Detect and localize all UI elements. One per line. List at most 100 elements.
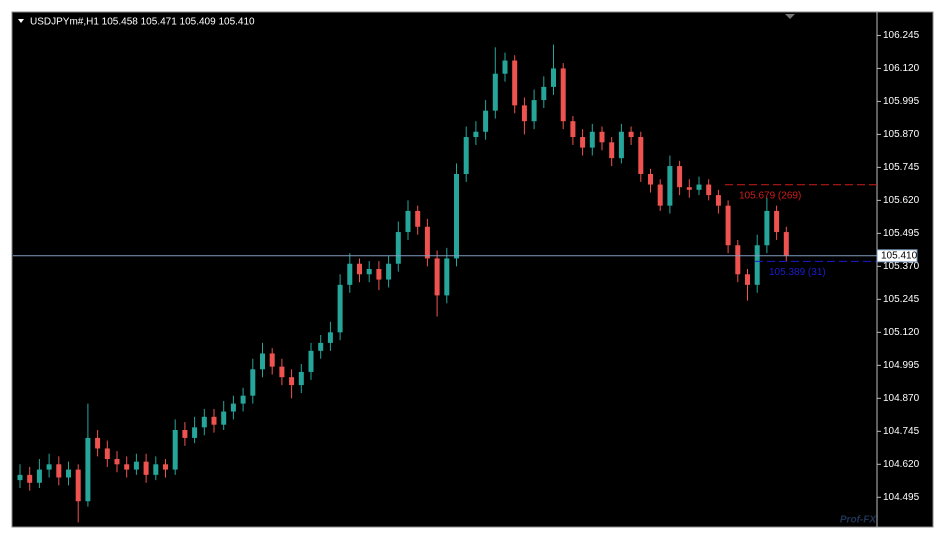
- candle-body: [172, 429, 178, 470]
- candle-body: [609, 142, 615, 159]
- candle-body: [483, 110, 489, 132]
- candle-body: [589, 131, 595, 148]
- y-tick-label: 104.995: [883, 360, 920, 371]
- candle-body: [182, 429, 188, 438]
- y-tick-label: 105.370: [883, 261, 920, 272]
- level-label: 105.389 (31): [769, 267, 826, 278]
- candle-body: [745, 274, 750, 285]
- candle-body: [783, 232, 789, 256]
- candle-body: [46, 464, 52, 470]
- candle-body: [463, 137, 469, 174]
- candle-body: [211, 416, 217, 425]
- y-tick-label: 105.620: [883, 195, 920, 206]
- y-tick-label: 104.870: [883, 393, 920, 404]
- menu-arrow[interactable]: [18, 19, 24, 23]
- candle-body: [357, 263, 362, 275]
- candle-body: [337, 284, 343, 333]
- candle-body: [696, 184, 702, 190]
- candle-body: [366, 269, 372, 275]
- candle-body: [628, 131, 634, 138]
- candle-body: [260, 353, 265, 370]
- candle-body: [667, 166, 673, 206]
- candle-body: [415, 210, 421, 227]
- candle-body: [774, 210, 780, 233]
- candle-body: [541, 86, 547, 101]
- y-tick-label: 104.495: [883, 492, 920, 503]
- y-tick-label: 104.620: [883, 459, 920, 470]
- candle-body: [143, 461, 149, 475]
- candle-body: [27, 474, 33, 483]
- candle-body: [444, 258, 450, 296]
- candle-body: [75, 469, 81, 502]
- candle-body: [327, 332, 333, 343]
- candle-body: [192, 427, 198, 438]
- candle-body: [715, 195, 721, 206]
- candle-body: [279, 366, 285, 378]
- candle-body: [221, 411, 227, 425]
- candle-body: [66, 469, 71, 478]
- candle-body: [376, 269, 382, 280]
- candle-body: [599, 131, 605, 143]
- candle-body: [686, 187, 692, 190]
- y-tick-label: 105.995: [883, 96, 920, 107]
- candle-body: [677, 166, 683, 188]
- candle-body: [570, 121, 576, 138]
- candle-body: [560, 68, 566, 122]
- candle-body: [269, 353, 275, 367]
- candle-body: [298, 371, 304, 386]
- candle-body: [250, 369, 256, 396]
- y-tick-label: 105.245: [883, 294, 920, 305]
- price-label-box: [876, 249, 918, 263]
- candle-body: [754, 245, 760, 285]
- candle-body: [735, 245, 741, 275]
- y-tick-label: 105.745: [883, 162, 920, 173]
- candle-body: [424, 226, 430, 259]
- candle-body: [124, 464, 130, 470]
- chart-title: USDJPYm#,H1 105.458 105.471 105.409 105.…: [30, 17, 255, 28]
- candle-body: [764, 210, 770, 246]
- y-tick-label: 105.120: [883, 327, 920, 338]
- candle-body: [434, 258, 440, 296]
- candle-body: [706, 184, 712, 196]
- shift-marker: [785, 14, 795, 19]
- candle-body: [454, 173, 459, 259]
- candle-body: [531, 100, 537, 122]
- candle-body: [114, 459, 120, 465]
- candle-body: [492, 73, 498, 111]
- candle-body: [395, 232, 401, 264]
- candle-body: [473, 131, 479, 138]
- candle-body: [638, 137, 644, 174]
- candle-body: [56, 464, 62, 478]
- candle-body: [318, 342, 324, 351]
- candle-body: [405, 210, 411, 233]
- candle-body: [133, 461, 139, 470]
- candle-body: [201, 416, 207, 428]
- watermark: Prof-FX: [840, 515, 877, 526]
- candle-body: [36, 469, 42, 483]
- candle-body: [521, 105, 527, 122]
- candle-body: [308, 350, 314, 372]
- candle-body: [502, 60, 508, 74]
- candle-body: [347, 263, 353, 285]
- y-tick-label: 106.245: [883, 30, 920, 41]
- candle-body: [153, 464, 159, 475]
- y-tick-label: 105.495: [883, 228, 920, 239]
- chart-background: [11, 11, 934, 528]
- candle-body: [725, 205, 731, 246]
- candle-body: [648, 173, 653, 185]
- price-label: 105.410: [881, 250, 918, 261]
- candle-body: [512, 60, 518, 106]
- candle-body: [618, 131, 624, 159]
- candle-body: [95, 437, 101, 449]
- y-tick-label: 104.745: [883, 426, 920, 437]
- candle-body: [386, 263, 392, 280]
- candle-body: [163, 464, 168, 470]
- candle-body: [657, 184, 663, 206]
- candle-body: [85, 437, 91, 502]
- candle-body: [580, 137, 586, 148]
- level-label: 105.679 (269): [739, 190, 801, 201]
- candle-body: [289, 377, 295, 386]
- candle-body: [104, 448, 110, 460]
